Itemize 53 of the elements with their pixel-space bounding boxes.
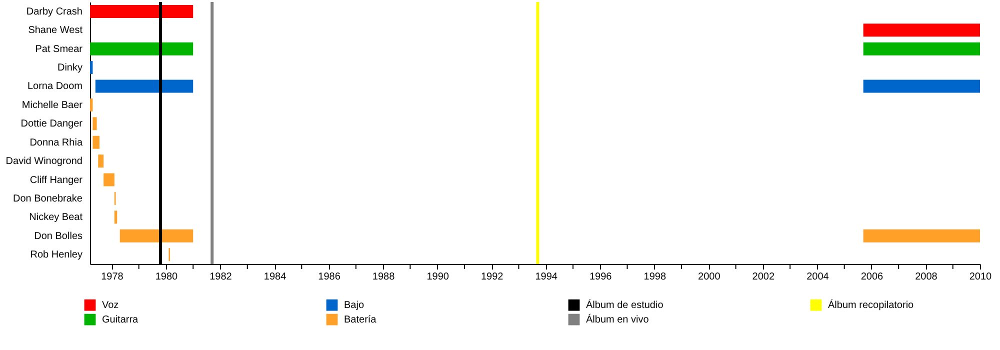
x-tick-label: 1990	[426, 272, 450, 282]
bar	[863, 24, 980, 37]
legend-label: Voz	[102, 300, 119, 312]
x-tick-label: 1994	[535, 272, 558, 282]
y-tick-label: David Winogrond	[6, 156, 82, 168]
x-tick-label: 1982	[210, 272, 232, 282]
y-tick-label: Dinky	[57, 62, 82, 74]
y-tick-label: Donna Rhia	[30, 137, 83, 148]
bar	[863, 229, 980, 242]
bar	[92, 117, 97, 130]
legend-label: Bajo	[344, 300, 364, 312]
legend-label: Guitarra	[102, 314, 139, 326]
x-tick-label: 1984	[264, 272, 287, 282]
y-tick-label: Dottie Danger	[20, 118, 84, 130]
bar	[120, 229, 194, 242]
bar	[90, 42, 194, 56]
legend-label: Álbum en vivo	[586, 314, 650, 326]
bar	[863, 42, 980, 56]
y-tick-label: Rob Henley	[30, 250, 82, 261]
x-tick-label: 2000	[698, 272, 721, 282]
x-tick-label: 2004	[806, 272, 830, 282]
x-tick-label: 1988	[372, 272, 396, 282]
x-tick-label: 1998	[644, 272, 666, 282]
y-tick-label: Lorna Doom	[27, 81, 82, 92]
x-tick-label: 1996	[589, 272, 612, 282]
x-tick-label: 1992	[480, 272, 504, 282]
y-tick-label: Cliff Hanger	[30, 174, 84, 186]
legend-label: Batería	[344, 314, 377, 326]
x-tick-label: 1978	[101, 272, 124, 282]
legend-label: Álbum recopilatorio	[828, 299, 914, 312]
y-tick-label: Michelle Baer	[22, 100, 84, 111]
bar	[104, 173, 114, 186]
bar	[863, 80, 980, 93]
y-tick-label: Don Bolles	[34, 230, 82, 242]
bar	[90, 61, 93, 74]
y-tick-label: Nickey Beat	[29, 212, 83, 224]
x-tick-label: 1980	[155, 272, 178, 282]
y-tick-label: Darby Crash	[26, 6, 82, 18]
y-tick-label: Pat Smear	[35, 44, 84, 55]
x-tick-label: 2008	[915, 272, 938, 282]
bar	[98, 154, 104, 168]
legend-label: Álbum de estudio	[586, 299, 664, 312]
bar	[114, 210, 118, 224]
x-tick-label: 2002	[752, 272, 775, 282]
bar	[90, 98, 93, 112]
y-tick-label: Shane West	[28, 25, 83, 36]
bar	[92, 136, 100, 149]
y-tick-label: Don Bonebrake	[13, 193, 83, 204]
x-tick-label: 2006	[860, 272, 884, 282]
x-tick-label: 2010	[969, 272, 992, 282]
x-tick-label: 1986	[318, 272, 341, 282]
bar	[90, 4, 194, 18]
bar	[95, 80, 194, 93]
